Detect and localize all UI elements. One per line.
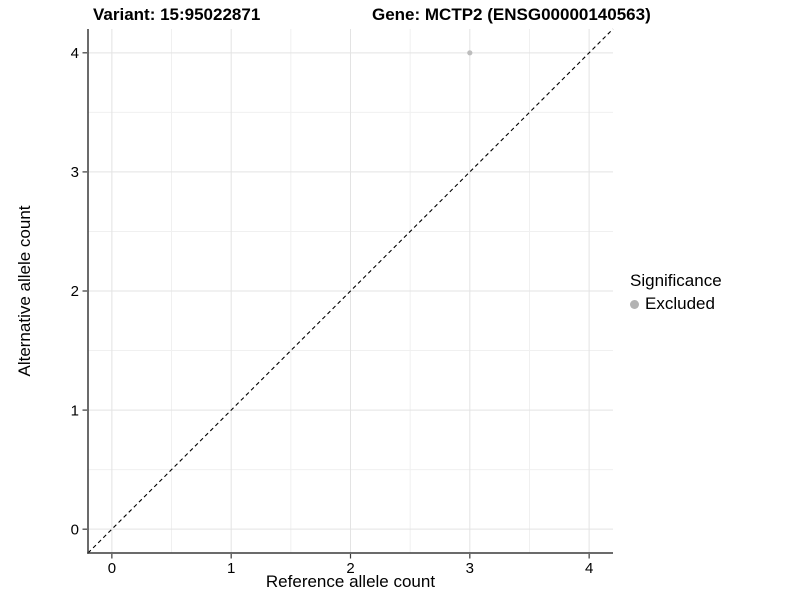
- y-axis-title: Alternative allele count: [15, 205, 34, 377]
- y-tick-label: 0: [71, 521, 79, 538]
- x-axis-title: Reference allele count: [265, 572, 436, 591]
- legend-entry-label: Excluded: [645, 294, 715, 313]
- x-tick-label: 3: [466, 560, 474, 577]
- x-tick-label: 4: [585, 560, 593, 577]
- y-tick-label: 1: [71, 402, 79, 419]
- x-tick-label: 0: [108, 560, 116, 577]
- plot-title-variant: Variant: 15:95022871: [93, 5, 261, 24]
- y-tick-label: 2: [71, 283, 79, 300]
- legend: Significance Excluded: [630, 271, 722, 314]
- x-tick-label: 2: [346, 560, 354, 577]
- y-tick-label: 3: [71, 164, 79, 181]
- legend-title: Significance: [630, 271, 722, 290]
- legend-entry-excluded: Excluded: [630, 294, 722, 314]
- data-point-excluded: [467, 50, 473, 56]
- plot-title-gene: Gene: MCTP2 (ENSG00000140563): [372, 5, 651, 24]
- identity-line: [87, 28, 614, 554]
- legend-key-dot-icon: [630, 299, 639, 309]
- x-tick-label: 1: [227, 560, 235, 577]
- y-tick-label: 4: [71, 45, 79, 62]
